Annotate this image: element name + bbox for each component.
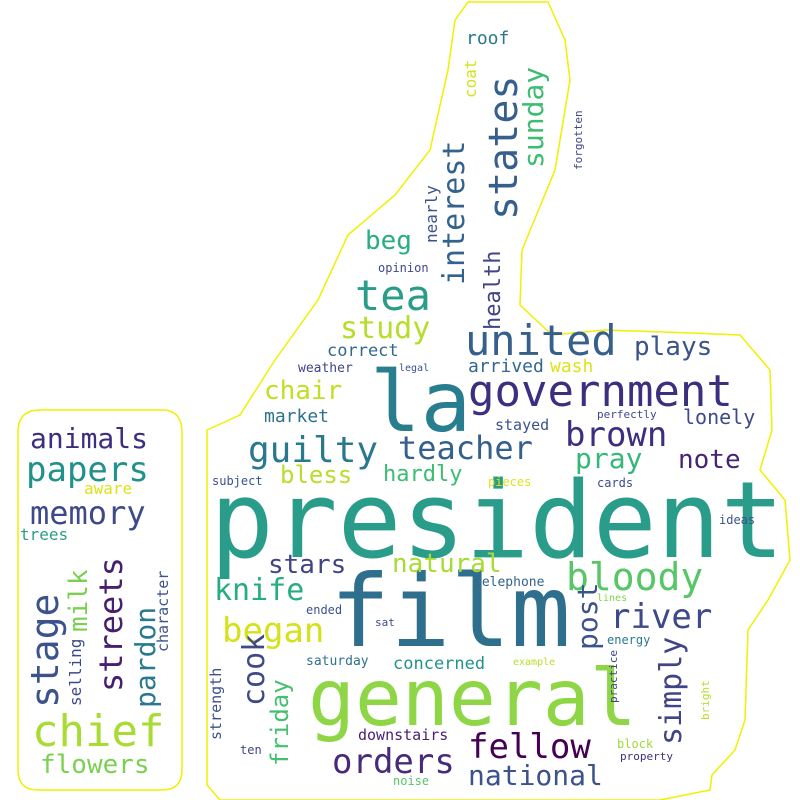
word-nearly: nearly: [422, 185, 441, 243]
word-concerned: concerned: [393, 654, 486, 674]
word-hardly: hardly: [383, 462, 463, 487]
word-perfectly: perfectly: [597, 408, 657, 421]
word-correct: correct: [327, 341, 399, 361]
word-beg: beg: [365, 226, 412, 256]
word-note: note: [678, 445, 741, 475]
word-chair: chair: [264, 376, 343, 406]
word-chief: chief: [32, 706, 165, 757]
word-forgotten: forgotten: [572, 110, 585, 170]
word-friday: friday: [266, 679, 294, 766]
word-began: began: [222, 611, 325, 651]
word-telephone: telephone: [474, 575, 545, 590]
word-government: government: [468, 366, 733, 417]
word-guilty: guilty: [248, 430, 379, 471]
word-block: block: [617, 737, 654, 751]
word-river: river: [610, 597, 713, 637]
word-knife: knife: [214, 573, 305, 608]
word-wash: wash: [550, 356, 594, 377]
word-property: property: [620, 750, 673, 763]
word-sat: sat: [375, 616, 395, 629]
word-practice: practice: [607, 650, 620, 703]
word-pieces: pieces: [488, 475, 532, 489]
word-coat: coat: [461, 59, 480, 98]
word-natural: natural: [392, 549, 502, 579]
word-tea: tea: [355, 271, 431, 320]
word-teacher: teacher: [398, 429, 533, 467]
word-milk: milk: [64, 569, 94, 632]
cuff-outline: [17, 409, 183, 791]
word-national: national: [468, 759, 603, 792]
word-sunday: sunday: [517, 66, 550, 168]
word-subject: subject: [212, 474, 263, 488]
word-study: study: [340, 311, 431, 346]
word-fellow: fellow: [468, 727, 591, 767]
word-health: health: [481, 250, 506, 330]
word-pray: pray: [575, 442, 643, 475]
word-bloody: bloody: [566, 555, 704, 599]
word-orders: orders: [332, 742, 455, 782]
word-lines: lines: [597, 593, 628, 604]
word-downstairs: downstairs: [358, 726, 449, 744]
word-president: president: [210, 459, 785, 582]
word-ended: ended: [306, 603, 343, 617]
word-example: example: [513, 657, 556, 668]
word-lonely: lonely: [683, 405, 756, 429]
word-energy: energy: [607, 633, 651, 647]
word-character: character: [154, 570, 172, 652]
word-selling: selling: [66, 638, 85, 706]
word-film: film: [330, 553, 571, 670]
word-memory: memory: [30, 494, 146, 532]
word-noise: noise: [393, 774, 430, 788]
word-simply: simply: [654, 636, 689, 745]
word-roof: roof: [466, 28, 510, 49]
word-ten: ten: [240, 743, 262, 757]
word-saturday: saturday: [306, 654, 369, 669]
word-united: united: [465, 316, 617, 365]
word-aware: aware: [84, 479, 133, 498]
word-market: market: [264, 406, 330, 427]
word-animals: animals: [30, 422, 149, 455]
word-weather: weather: [298, 361, 353, 376]
word-papers: papers: [26, 450, 149, 490]
word-stage: stage: [23, 593, 67, 708]
word-interest: interest: [437, 140, 472, 286]
word-opinion: opinion: [378, 261, 429, 275]
word-strength: strength: [207, 667, 225, 740]
word-ideas: ideas: [719, 513, 756, 527]
word-cards: cards: [597, 476, 634, 490]
word-bright: bright: [699, 680, 712, 720]
word-streets: streets: [92, 557, 130, 692]
word-flowers: flowers: [40, 750, 150, 780]
word-stars: stars: [268, 550, 347, 580]
word-la: la: [370, 353, 472, 451]
thumb-hand-outline: [206, 1, 791, 800]
word-trees: trees: [20, 525, 69, 544]
word-plays: plays: [634, 332, 713, 362]
word-general: general: [308, 654, 637, 744]
word-stayed: stayed: [495, 416, 550, 434]
word-brown: brown: [565, 415, 668, 455]
word-bless: bless: [280, 461, 353, 489]
word-legal: legal: [399, 363, 430, 374]
word-arrived: arrived: [468, 356, 544, 377]
